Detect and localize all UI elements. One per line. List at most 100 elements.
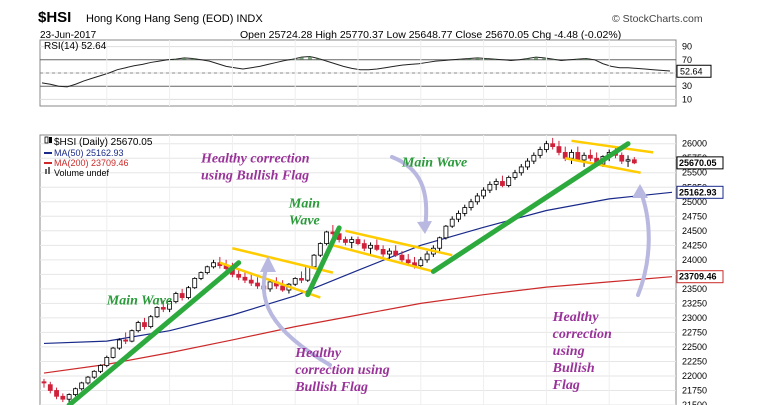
candle-body	[73, 388, 78, 395]
candle-body	[317, 243, 323, 256]
candle-body	[248, 279, 254, 284]
candle-body	[179, 293, 185, 298]
main-wave-annotation: Main Wave	[401, 155, 467, 170]
ma200-line	[43, 276, 673, 374]
candle-body	[506, 176, 512, 186]
healthy-correction-annotation: correction using	[295, 363, 390, 378]
candle-body	[437, 237, 443, 249]
candle-body	[324, 231, 330, 244]
candle-body	[512, 172, 518, 178]
main-wave-annotation: Main	[288, 197, 320, 212]
price-tick-label: 24000	[682, 255, 707, 265]
candle-body	[311, 254, 317, 268]
candle-body	[349, 239, 355, 243]
candle-body	[110, 347, 116, 358]
candle-body	[424, 253, 430, 261]
candle-body	[487, 183, 493, 191]
symbol-title: $HSI	[38, 9, 72, 26]
price-tick-label: 23500	[682, 284, 707, 294]
candle-body	[142, 322, 147, 328]
chart-legend-label: Volume undef	[54, 168, 110, 178]
candle-body	[575, 152, 581, 161]
candle-body	[500, 181, 505, 186]
main-wave-annotation: Main Wave	[106, 294, 172, 309]
price-tick-label: 22750	[682, 327, 707, 337]
rsi-tick-label: 30	[682, 81, 692, 91]
candle-body	[399, 254, 405, 261]
candle-body	[173, 293, 179, 303]
last-close-label-box	[676, 156, 724, 170]
candle-body	[393, 250, 399, 256]
last-close-label: 25670.05	[679, 158, 717, 168]
bullish-flag-line	[332, 244, 434, 273]
price-tick-label: 25500	[682, 168, 707, 178]
candle-body	[104, 356, 110, 366]
legend-candle-icon	[44, 136, 49, 144]
price-tick-label: 22500	[682, 342, 707, 352]
healthy-correction-annotation: using Bullish Flag	[201, 168, 309, 183]
price-tick-label: 21750	[682, 385, 707, 395]
candle-body	[550, 143, 556, 148]
candle-body	[468, 201, 474, 208]
legend-volume-icon	[45, 169, 47, 174]
healthy-correction-annotation: Healthy correction	[200, 151, 310, 166]
main-wave-line	[305, 225, 342, 298]
candle-body	[374, 244, 380, 250]
annotation-arrow	[261, 260, 332, 367]
price-tick-label: 25000	[682, 197, 707, 207]
price-tick-label: 22250	[682, 356, 707, 366]
candle-body	[123, 339, 129, 342]
candle-body	[355, 239, 361, 244]
symbol-name: Hong Kong Hang Seng (EOD) INDX	[86, 13, 263, 25]
annotation-arrow	[636, 188, 651, 297]
candle-body	[79, 382, 85, 390]
healthy-correction-annotation: Flag	[552, 378, 580, 393]
candle-body	[148, 316, 154, 328]
candle-body	[386, 250, 392, 255]
ohlc-readout: Open 25724.28 High 25770.37 Low 25648.77…	[240, 29, 622, 41]
candle-body	[299, 278, 304, 281]
candle-body	[587, 154, 593, 159]
candle-body	[361, 243, 367, 249]
candle-body	[60, 395, 66, 400]
candle-body	[405, 259, 411, 264]
candle-body	[186, 287, 191, 298]
ma50-line	[43, 191, 673, 345]
candle-body	[154, 307, 160, 318]
annotation-arrow	[390, 155, 429, 230]
healthy-correction-annotation: correction	[553, 327, 612, 342]
price-tick-label: 24500	[682, 226, 707, 236]
candle-body	[343, 239, 348, 243]
candle-body	[556, 146, 562, 153]
ma200-value-label: 23709.46	[679, 272, 717, 282]
candle-body	[581, 154, 587, 161]
price-tick-label: 22000	[682, 371, 707, 381]
candle-body	[531, 154, 537, 162]
main-wave-line	[66, 260, 242, 405]
candle-body	[305, 266, 311, 281]
candle-body	[91, 370, 97, 378]
candle-body	[267, 281, 273, 290]
candle-body	[418, 259, 424, 267]
price-tick-label: 26000	[682, 139, 707, 149]
candle-body	[211, 262, 216, 268]
candle-body	[525, 160, 530, 168]
candle-body	[481, 189, 487, 197]
healthy-correction-annotation: Bullish Flag	[294, 380, 368, 395]
candle-body	[619, 154, 625, 162]
stockcharts-brand[interactable]: © StockCharts.com	[612, 13, 703, 25]
candle-body	[380, 248, 386, 255]
annotation-arrowhead	[417, 221, 432, 234]
candle-body	[129, 330, 135, 342]
candle-body	[204, 266, 210, 274]
candle-body	[116, 339, 122, 349]
rsi-line	[41, 55, 671, 88]
candle-body	[167, 301, 173, 310]
annotation-arrowhead	[260, 256, 276, 272]
chart-legend-label: $HSI (Daily) 25670.05	[54, 137, 153, 148]
rsi-tick-label: 90	[682, 42, 692, 52]
healthy-correction-annotation: Healthy	[294, 346, 342, 361]
chart-legend-label: MA(50) 25162.93	[54, 148, 124, 158]
healthy-correction-annotation: Bullish	[552, 361, 595, 376]
candle-body	[98, 365, 103, 372]
